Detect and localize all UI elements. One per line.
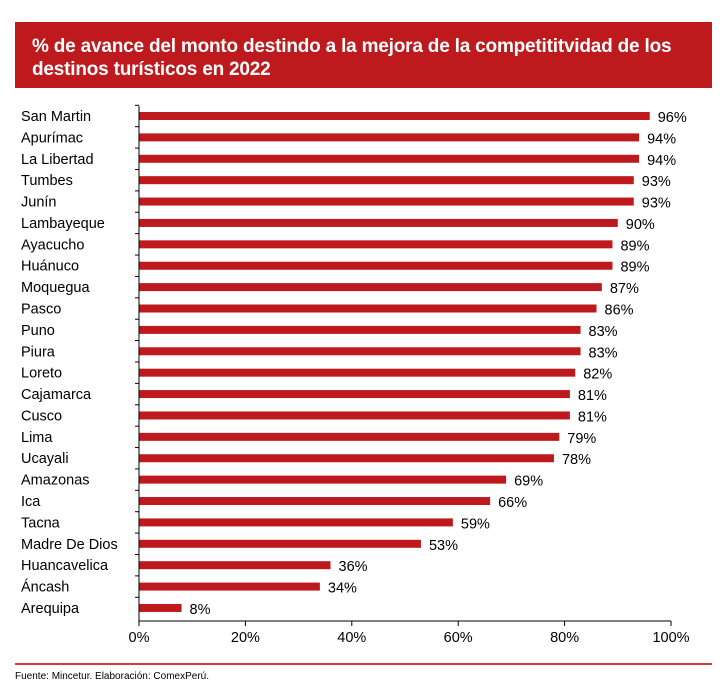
value-label: 36% [339,559,368,575]
bar [139,197,634,206]
category-label: Ica [21,494,41,510]
value-label: 94% [647,153,676,169]
bar [139,411,570,420]
value-label: 87% [610,281,639,297]
x-tick-label: 100% [652,630,689,646]
value-label: 81% [578,409,607,425]
category-label: Lambayeque [21,216,105,232]
category-label: Tacna [21,515,61,531]
category-label: Tumbes [21,173,73,189]
category-label: Cajamarca [21,387,92,403]
value-label: 86% [605,303,634,319]
bars-group: San Martin 96% Apurímac 94% La Libertad 94% Tu… [21,109,687,618]
value-label: 78% [562,452,591,468]
category-label: Puno [21,323,55,339]
bar [139,582,320,591]
category-label: Pasco [21,302,61,318]
value-label: 81% [578,388,607,404]
bar [139,112,650,120]
bar [139,347,581,356]
axes-group: 0% 20% 40% 60% 80% 100% [129,104,690,646]
value-label: 53% [429,538,458,554]
category-label: Lima [21,430,53,446]
bar [139,283,602,292]
value-label: 59% [461,516,490,532]
bar [139,218,618,227]
category-label: Moquegua [21,280,90,296]
bar [139,390,570,399]
category-label: Ayacucho [21,237,84,253]
bar [139,304,597,313]
value-label: 79% [567,431,596,447]
value-label: 8% [190,602,211,618]
value-label: 83% [589,324,618,340]
footer-divider [15,663,712,665]
x-tick-label: 40% [337,630,366,646]
bar [139,475,507,484]
bar [139,261,613,270]
category-label: Loreto [21,366,62,382]
category-label: Huánuco [21,259,79,275]
x-tick-label: 20% [231,630,260,646]
bar [139,603,182,612]
bar [139,133,640,142]
bar [139,154,640,163]
value-label: 90% [626,217,655,233]
bar [139,240,613,249]
x-tick-label: 0% [129,630,150,646]
value-label: 82% [583,367,612,383]
x-tick-label: 60% [444,630,473,646]
value-label: 34% [328,581,357,597]
category-label: Apurímac [21,130,83,146]
bar [139,454,554,463]
bar [139,518,453,527]
category-label: La Libertad [21,152,94,168]
bar [139,176,634,185]
bar [139,368,576,377]
bar [139,432,560,441]
value-label: 93% [642,174,671,190]
bar [139,325,581,334]
category-label: Áncash [21,579,69,596]
x-tick-label: 80% [550,630,579,646]
bar [139,497,491,506]
value-label: 83% [589,345,618,361]
category-label: Arequipa [21,601,80,617]
source-note: Fuente: Mincetur. Elaboración: ComexPerú… [15,671,209,682]
bar [139,561,331,570]
category-label: Cusco [21,408,62,424]
value-label: 93% [642,196,671,212]
value-label: 69% [514,474,543,490]
value-label: 89% [620,238,649,254]
value-label: 66% [498,495,527,511]
chart-title: % de avance del monto destindo a la mejo… [32,36,672,80]
category-label: Amazonas [21,473,90,489]
value-label: 94% [647,131,676,147]
category-label: Madre De Dios [21,537,118,553]
category-label: Piura [21,344,56,360]
value-label: 96% [658,110,687,126]
title-banner: % de avance del monto destindo a la mejo… [15,22,712,88]
category-label: Junín [21,195,56,211]
value-label: 89% [620,260,649,276]
bar [139,539,421,548]
category-label: Ucayali [21,451,69,467]
category-label: Huancavelica [21,558,109,574]
category-label: San Martin [21,109,91,125]
